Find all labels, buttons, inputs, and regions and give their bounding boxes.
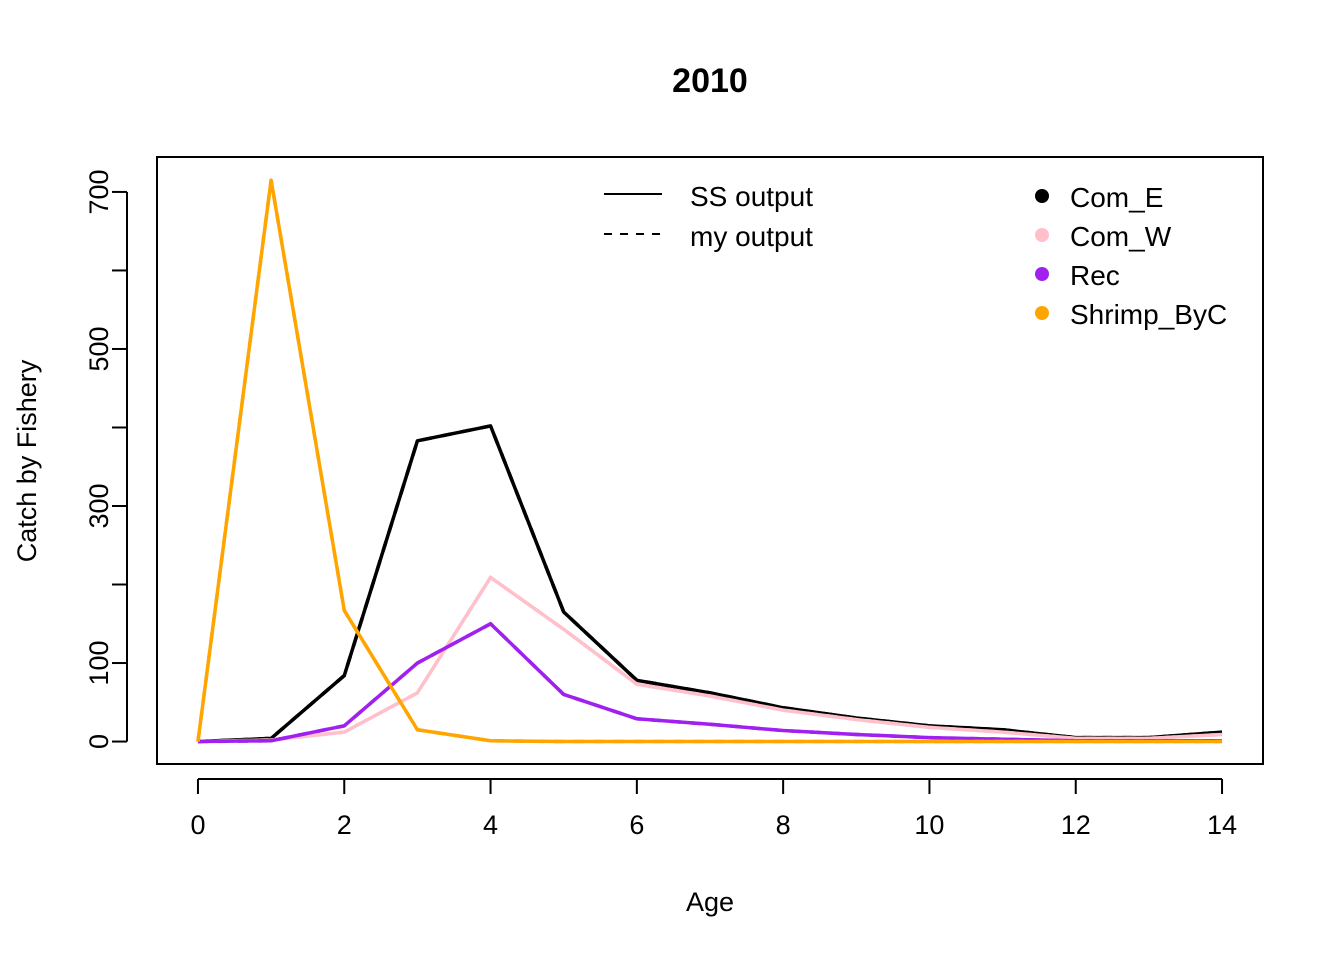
x-tick-label: 2 (337, 810, 352, 840)
series-line-my-output (197, 574, 1223, 744)
series-line-my-output (196, 179, 1223, 744)
legend-marker-shrimp-byc (1035, 306, 1049, 320)
legend-label-shrimp-byc: Shrimp_ByC (1070, 299, 1227, 330)
y-tick-label: 700 (84, 169, 114, 214)
legend-label-com-w: Com_W (1070, 221, 1172, 252)
x-tick-label: 14 (1207, 810, 1237, 840)
x-tick-label: 0 (190, 810, 205, 840)
y-tick-label: 500 (84, 326, 114, 371)
legend-marker-com-e (1035, 189, 1049, 203)
y-tick-label: 0 (84, 734, 114, 749)
plot-frame (156, 156, 1264, 765)
x-tick-label: 12 (1061, 810, 1091, 840)
y-tick-label: 100 (84, 640, 114, 685)
x-tick-label: 6 (629, 810, 644, 840)
legend-ss-output-label: SS output (690, 181, 813, 212)
x-tick-label: 10 (914, 810, 944, 840)
chart-title: 2010 (672, 62, 748, 100)
x-axis-label: Age (686, 887, 734, 917)
plot-lines (196, 178, 1223, 744)
legend-label-com-e: Com_E (1070, 182, 1163, 213)
series-shrimp-byc (196, 178, 1223, 744)
x-tick-label: 8 (776, 810, 791, 840)
y-axis: 0 100 300 500 700 (84, 169, 128, 749)
x-tick-label: 4 (483, 810, 498, 840)
legend-my-output-label: my output (690, 221, 813, 252)
series-com-w (197, 574, 1223, 744)
y-axis-label: Catch by Fishery (12, 359, 42, 562)
legend-marker-com-w (1035, 228, 1049, 242)
x-axis: 0 2 4 6 8 10 12 14 (190, 778, 1237, 840)
legend-marker-rec (1035, 267, 1049, 281)
legend-label-rec: Rec (1070, 260, 1120, 291)
legend-linetype: SS output my output (604, 181, 813, 252)
legend-fishery: Com_E Com_W Rec Shrimp_ByC (1035, 182, 1227, 330)
y-tick-label: 300 (84, 483, 114, 528)
